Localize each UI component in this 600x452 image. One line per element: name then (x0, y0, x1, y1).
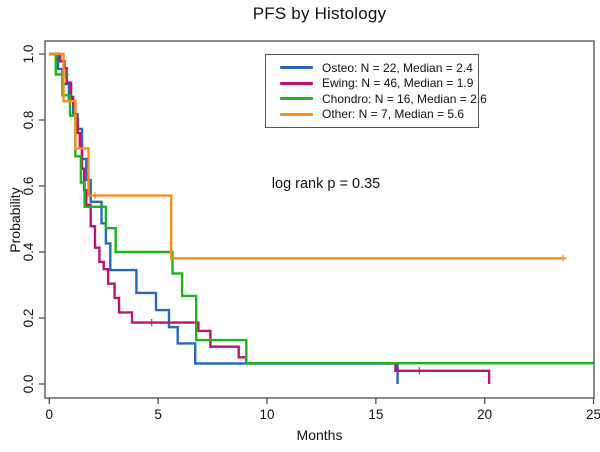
ewing-line-sample (280, 81, 313, 85)
x-tick-label: 10 (259, 407, 274, 422)
chart-title: PFS by Histology (252, 4, 387, 23)
censor-mark-ewing (415, 367, 423, 375)
legend-entry-osteo: Osteo: N = 22, Median = 2.4 (266, 60, 478, 76)
curve-ewing (49, 52, 491, 384)
legend-entry-chondro: Chondro: N = 16, Median = 2.6 (266, 91, 487, 107)
y-axis-title: Probability (7, 187, 23, 253)
legend-entry-ewing: Ewing: N = 46, Median = 1.9 (266, 76, 478, 92)
x-axis-title: Months (296, 427, 343, 443)
x-tick-label: 5 (154, 407, 162, 422)
censor-mark-ewing (148, 319, 156, 327)
legend-label: Other: N = 7, Median = 5.6 (322, 107, 465, 122)
curve-other (49, 52, 566, 260)
y-tick-label: 0.6 (21, 177, 36, 196)
other-line-sample (280, 112, 313, 116)
legend-label: Chondro: N = 16, Median = 2.6 (322, 91, 487, 106)
legend-label: Ewing: N = 46, Median = 1.9 (322, 76, 474, 91)
y-tick-label: 0.0 (21, 375, 36, 394)
log-rank-annotation: log rank p = 0.35 (271, 176, 381, 192)
osteo-line-sample (280, 66, 313, 70)
legend-entry-other: Other: N = 7, Median = 5.6 (266, 107, 478, 123)
legend-box: Osteo: N = 22, Median = 2.4 Ewing: N = 4… (265, 54, 487, 128)
y-tick-label: 1.0 (21, 45, 36, 64)
censor-mark-other (91, 191, 99, 200)
y-tick-label: 0.4 (21, 242, 36, 261)
x-tick-label: 0 (46, 407, 54, 422)
y-tick-label: 0.2 (21, 309, 36, 328)
censor-mark-other (559, 254, 567, 262)
y-tick-label: 0.8 (21, 111, 36, 130)
x-tick-label: 15 (368, 407, 383, 422)
chondro-line-sample (280, 97, 313, 101)
plot-frame (44, 40, 595, 399)
x-tick-label: 25 (586, 407, 600, 422)
x-tick-label: 20 (477, 407, 492, 422)
curve-osteo (49, 52, 399, 384)
legend-label: Osteo: N = 22, Median = 2.4 (322, 60, 473, 75)
